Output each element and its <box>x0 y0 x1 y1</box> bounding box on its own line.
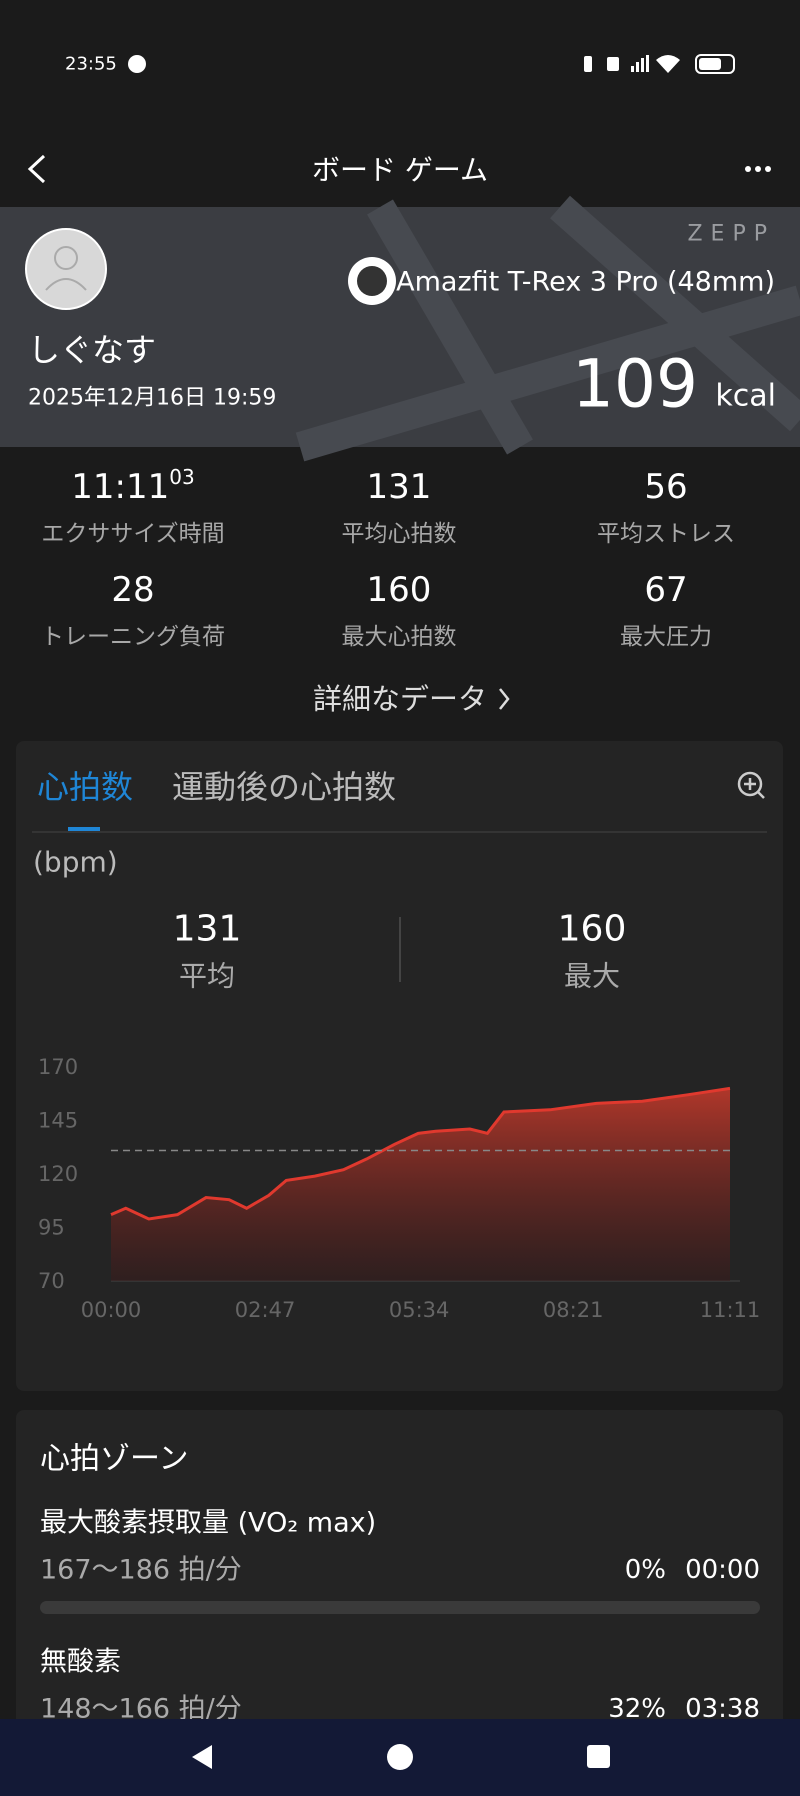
stat-value-main: 160 <box>367 570 432 610</box>
x-tick-label: 08:21 <box>543 1298 604 1322</box>
unit: (bpm) <box>33 846 118 879</box>
avatar-icon <box>45 278 87 291</box>
more-button[interactable] <box>745 166 771 172</box>
summary-label: 平均 <box>179 960 235 993</box>
stat-value-main: 131 <box>367 467 432 507</box>
y-tick-label: 145 <box>38 1109 78 1133</box>
y-tick-label: 170 <box>38 1055 78 1079</box>
stat-value-main: 11:11 <box>71 467 169 507</box>
x-tick-label: 02:47 <box>235 1298 296 1322</box>
stat-value: 56 <box>644 467 687 507</box>
details-chevron <box>499 688 510 710</box>
calories-unit: kcal <box>715 379 776 414</box>
device-name: Amazfit T-Rex 3 Pro (48mm) <box>396 267 775 298</box>
zoom-button[interactable] <box>737 771 763 797</box>
y-tick-label: 70 <box>38 1269 65 1293</box>
x-tick-label: 00:00 <box>81 1298 142 1322</box>
stat-value: 67 <box>644 570 687 610</box>
stats: 11:1103 エクササイズ時間 131 平均心拍数 56 平均ストレス 28 トレーニング負… <box>41 465 735 650</box>
tab-indicator <box>68 827 100 831</box>
zone-bar-track <box>40 1601 760 1614</box>
x-tick-label: 05:34 <box>389 1298 450 1322</box>
nav-home[interactable] <box>387 1744 413 1770</box>
nav-recent[interactable] <box>587 1745 610 1768</box>
back-button[interactable] <box>27 154 46 184</box>
y-tick-label: 95 <box>38 1216 65 1240</box>
zone-range: 167〜186 拍/分 <box>40 1555 242 1586</box>
zone-percent: 0% <box>625 1555 666 1585</box>
stat-value-sup: 03 <box>169 465 194 489</box>
y-tick-label: 120 <box>38 1162 78 1186</box>
stat-value-main: 56 <box>644 467 687 507</box>
stat-label: 平均心拍数 <box>342 521 457 547</box>
stat-value: 160 <box>367 570 432 610</box>
heart-rate-card <box>16 741 783 1391</box>
zones-title: 心拍ゾーン <box>40 1442 189 1477</box>
banner-pattern <box>295 195 800 462</box>
avatar-icon <box>54 246 78 270</box>
x-tick-label: 11:11 <box>700 1298 761 1322</box>
zone-time: 00:00 <box>685 1555 760 1585</box>
datetime: 2025年12月16日 19:59 <box>28 386 276 411</box>
status-icon <box>128 55 146 73</box>
stat-value-main: 67 <box>644 570 687 610</box>
stat-label: 平均ストレス <box>597 521 735 547</box>
stat-label: 最大心拍数 <box>342 624 457 650</box>
device-icon-face <box>357 266 387 296</box>
stat-value: 131 <box>367 467 432 507</box>
heart-rate-line <box>110 1086 731 1221</box>
summary-value: 160 <box>558 909 627 950</box>
nav-back[interactable] <box>192 1745 212 1769</box>
stat-value: 28 <box>111 570 154 610</box>
tab[interactable]: 運動後の心拍数 <box>172 768 396 806</box>
user-name: しぐなす <box>28 331 156 369</box>
summary-label: 最大 <box>564 960 620 993</box>
tab-active[interactable]: 心拍数 <box>37 768 133 806</box>
zoom-icon <box>744 778 765 799</box>
logo: ZEPP <box>687 222 775 247</box>
header-title: ボード ゲーム <box>312 154 488 187</box>
stat-value-main: 28 <box>111 570 154 610</box>
zone-name: 無酸素 <box>40 1647 121 1678</box>
stat-label: エクササイズ時間 <box>41 521 224 547</box>
stat-value: 11:1103 <box>71 465 194 507</box>
summary-value: 131 <box>173 909 242 950</box>
heart-rate-chart: 70 95 120 145 170 00:00 02:47 05:34 08:21 11:11 <box>38 1055 760 1322</box>
status-time: 23:55 <box>65 54 117 75</box>
status-icons <box>584 54 735 74</box>
calories: 109 <box>572 346 698 423</box>
zone-name: 最大酸素摂取量 (VO₂ max) <box>40 1508 376 1539</box>
area-fill <box>111 1088 730 1281</box>
details-link[interactable]: 詳細なデータ <box>313 682 487 716</box>
stat-label: 最大圧力 <box>620 624 712 650</box>
stat-label: トレーニング負荷 <box>41 624 225 650</box>
